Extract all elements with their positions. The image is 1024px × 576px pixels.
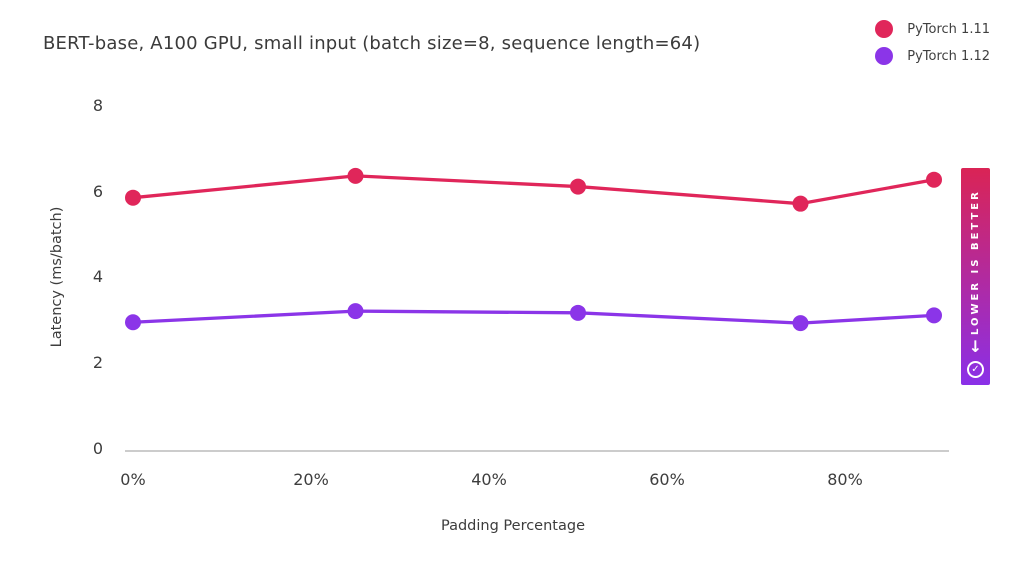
y-tick-label: 6 <box>92 181 103 201</box>
lower-is-better-badge: LOWER IS BETTER ↓ ✓ <box>961 168 990 385</box>
y-tick-label: 8 <box>92 96 103 116</box>
legend-label: PyTorch 1.11 <box>907 21 990 37</box>
down-arrow-icon: ↓ <box>968 337 983 356</box>
legend-dot-icon <box>875 20 894 38</box>
check-circle-icon: ✓ <box>967 361 984 378</box>
x-tick-label: 0% <box>120 470 146 489</box>
y-tick-label: 2 <box>92 352 103 372</box>
legend-dot-icon <box>875 47 894 65</box>
x-tick-label: 20% <box>293 470 329 489</box>
series-line-1 <box>131 309 936 325</box>
data-point[interactable] <box>570 178 586 195</box>
chart-title: BERT-base, A100 GPU, small input (batch … <box>43 33 701 54</box>
series-line-0 <box>131 174 936 206</box>
y-tick-label: 4 <box>92 267 103 287</box>
data-point[interactable] <box>926 171 942 188</box>
x-axis-title: Padding Percentage <box>441 518 585 534</box>
data-point[interactable] <box>347 303 364 320</box>
data-point[interactable] <box>570 304 586 321</box>
y-tick-label: 0 <box>92 438 103 458</box>
data-point[interactable] <box>926 307 942 324</box>
x-tick-label: 80% <box>827 470 863 489</box>
data-point[interactable] <box>125 314 141 331</box>
legend-item-pytorch-1-11: PyTorch 1.11 <box>875 20 990 38</box>
legend-item-pytorch-1-12: PyTorch 1.12 <box>875 47 990 65</box>
x-tick-label: 40% <box>471 470 507 489</box>
data-point[interactable] <box>792 195 809 212</box>
x-tick-label: 60% <box>649 470 685 489</box>
legend-label: PyTorch 1.12 <box>907 48 990 64</box>
data-point[interactable] <box>125 189 141 206</box>
data-point[interactable] <box>792 315 809 332</box>
legend: PyTorch 1.11 PyTorch 1.12 <box>875 20 990 65</box>
data-point[interactable] <box>347 167 364 184</box>
lower-is-better-label: LOWER IS BETTER <box>970 189 981 335</box>
